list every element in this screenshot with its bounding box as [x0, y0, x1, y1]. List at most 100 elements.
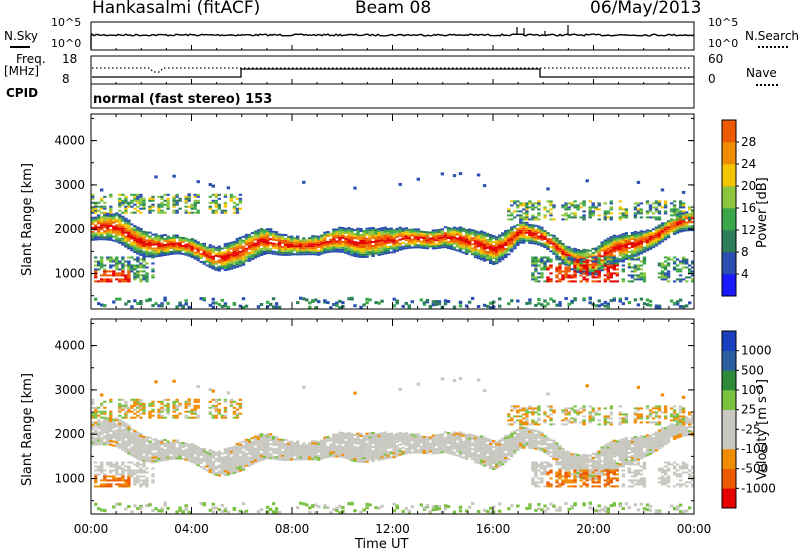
- velocity-cell: [274, 507, 279, 511]
- power-cell: [621, 216, 625, 219]
- velocity-cell: [214, 406, 218, 409]
- power-cell: [335, 304, 339, 308]
- velocity-cell: [136, 406, 140, 409]
- velocity-cell: [109, 434, 113, 436]
- power-cell: [455, 245, 460, 248]
- velocity-cell: [160, 447, 164, 450]
- power-cell: [148, 205, 152, 208]
- power-cell: [166, 301, 170, 305]
- power-cell: [190, 207, 194, 210]
- velocity-cell: [247, 442, 252, 445]
- power-cell: [217, 249, 221, 252]
- velocity-cell: [271, 510, 276, 514]
- power-cell: [452, 236, 457, 239]
- power-cell: [106, 230, 110, 233]
- velocity-cell: [232, 406, 237, 409]
- velocity-cell: [247, 450, 252, 453]
- velocity-cell: [151, 481, 155, 484]
- power-cell: [94, 270, 98, 273]
- power-cell: [94, 260, 98, 263]
- power-cell: [675, 208, 680, 211]
- power-cell: [175, 234, 179, 237]
- power-cell: [127, 264, 131, 267]
- power-cell: [681, 266, 686, 269]
- power-cell: [476, 251, 481, 254]
- power-cell: [229, 255, 234, 258]
- power-cell: [308, 237, 312, 240]
- power-cell: [510, 244, 514, 247]
- power-cell: [675, 210, 680, 213]
- power-cell: [94, 274, 98, 277]
- velocity-cell: [100, 463, 104, 466]
- power-cell: [211, 249, 215, 252]
- power-cell: [386, 228, 390, 230]
- power-cell: [124, 241, 128, 244]
- velocity-panel: [90, 318, 695, 515]
- power-cell: [685, 229, 689, 232]
- power-cell: [196, 243, 200, 246]
- power-cell: [582, 214, 586, 217]
- velocity-cell: [347, 442, 351, 445]
- velocity-cell: [94, 414, 98, 417]
- velocity-cell: [169, 452, 173, 454]
- power-cell: [97, 201, 101, 204]
- power-cell: [470, 237, 475, 240]
- power-cell: [685, 221, 689, 224]
- power-cell: [663, 276, 668, 279]
- power-cell: [262, 251, 267, 253]
- velocity-cell: [157, 412, 161, 415]
- power-cell: [606, 302, 610, 306]
- velocity-cell: [296, 452, 300, 455]
- velocity-cell: [368, 446, 372, 449]
- power-cell: [627, 280, 632, 283]
- power-cell: [597, 280, 601, 283]
- power-cell: [603, 253, 607, 256]
- velocity-cell: [329, 439, 333, 442]
- velocity-cell: [271, 455, 276, 458]
- power-cell: [567, 248, 571, 251]
- power-cell: [214, 262, 218, 265]
- velocity-cell: [130, 475, 134, 478]
- velocity-cell: [332, 435, 336, 438]
- power-cell: [262, 243, 267, 245]
- power-cell: [594, 263, 598, 266]
- velocity-cell: [100, 485, 104, 488]
- power-cell: [537, 298, 541, 301]
- power-cell: [452, 232, 457, 235]
- power-cell: [220, 253, 224, 256]
- velocity-cell: [302, 444, 306, 447]
- power-cell: [528, 239, 532, 242]
- power-cell: [284, 253, 288, 256]
- power-cell: [320, 246, 324, 249]
- velocity-cell: [139, 469, 143, 472]
- power-cell: [296, 239, 300, 242]
- power-cell: [109, 229, 113, 231]
- velocity-cell: [172, 445, 176, 448]
- power-cell: [651, 202, 656, 205]
- nave-line: [92, 68, 694, 78]
- velocity-cell: [112, 424, 116, 427]
- power-cell: [232, 264, 237, 267]
- power-cell: [380, 235, 384, 238]
- power-cell: [308, 249, 312, 252]
- velocity-cell: [148, 448, 152, 451]
- power-cell: [685, 211, 689, 214]
- power-cell: [597, 299, 601, 303]
- velocity-cell: [223, 400, 228, 403]
- power-cell: [549, 202, 553, 205]
- power-cell: [531, 272, 535, 275]
- power-cell: [97, 230, 101, 233]
- power-cell: [274, 245, 279, 248]
- velocity-cell: [347, 450, 351, 453]
- velocity-cell: [356, 456, 360, 459]
- power-cell: [479, 230, 484, 233]
- power-cell: [103, 216, 107, 219]
- power-cell: [265, 252, 270, 255]
- power-cell: [525, 221, 529, 224]
- velocity-cell: [220, 503, 224, 507]
- power-cell: [461, 245, 466, 248]
- velocity-cell: [374, 457, 378, 460]
- velocity-cell: [103, 412, 107, 415]
- power-cell: [407, 232, 411, 235]
- power-cell: [492, 255, 496, 257]
